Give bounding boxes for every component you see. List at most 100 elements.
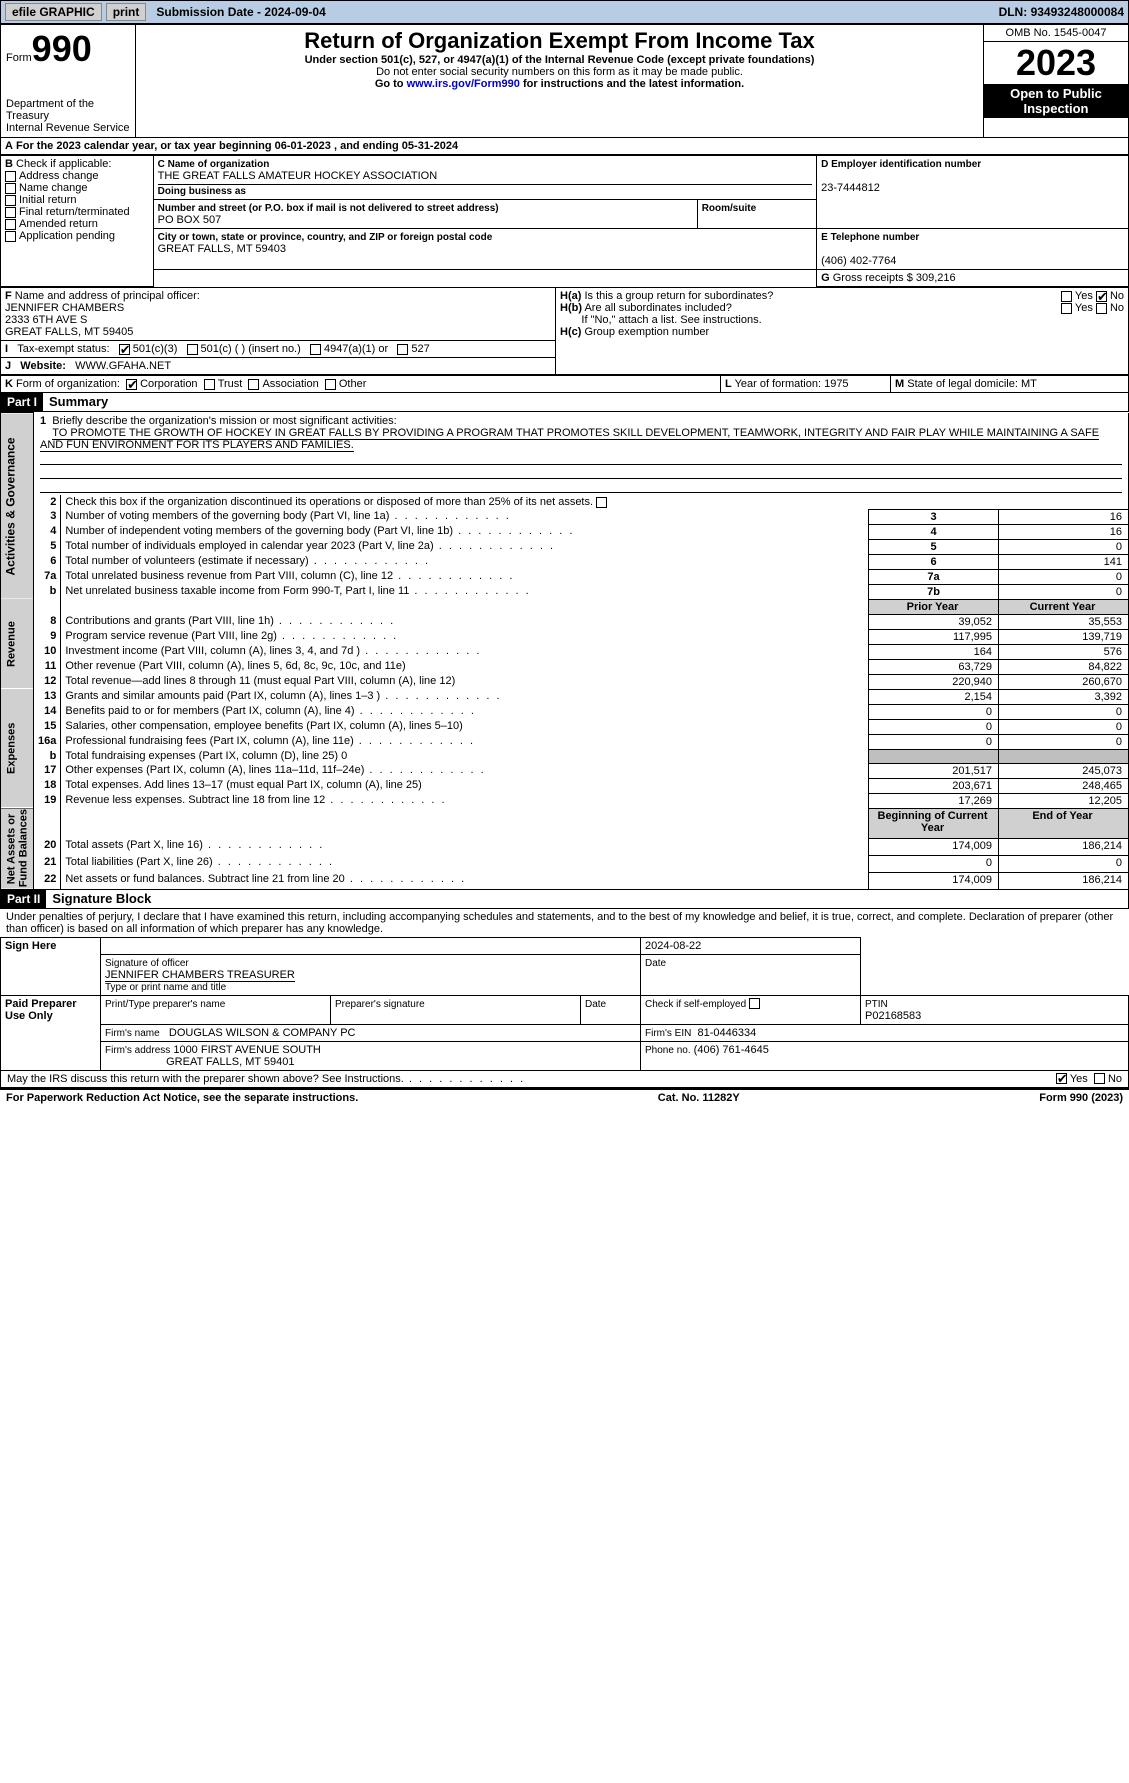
officer-name: JENNIFER CHAMBERS [5, 302, 124, 314]
v5: 0 [999, 539, 1129, 554]
omb: OMB No. 1545-0047 [984, 25, 1128, 42]
pra-notice: For Paperwork Reduction Act Notice, see … [6, 1092, 358, 1104]
cb-name-change[interactable] [5, 183, 16, 194]
officer-section: F Name and address of principal officer:… [0, 287, 1129, 375]
vtab-ag: Activities & Governance [1, 413, 34, 600]
cb-assoc[interactable] [248, 379, 259, 390]
cb-ha-no[interactable] [1096, 291, 1107, 302]
vtab-exp: Expenses [1, 689, 34, 808]
entity-section: B Check if applicable: Address change Na… [0, 155, 1129, 287]
cb-hb-yes[interactable] [1061, 303, 1072, 314]
j-label: Website: [20, 360, 66, 372]
cb-other[interactable] [325, 379, 336, 390]
org-name: THE GREAT FALLS AMATEUR HOCKEY ASSOCIATI… [158, 170, 438, 182]
firm-addr2: GREAT FALLS, MT 59401 [166, 1056, 294, 1068]
room-label: Room/suite [702, 203, 756, 214]
part1-header: Part ISummary [0, 393, 1129, 412]
cb-527[interactable] [397, 344, 408, 355]
print-btn[interactable]: print [106, 3, 147, 21]
irs-link[interactable]: www.irs.gov/Form990 [407, 78, 520, 90]
dba-label: Doing business as [158, 186, 246, 197]
klm-section: K Form of organization: Corporation Trus… [0, 375, 1129, 393]
vtab-rev: Revenue [1, 599, 34, 689]
year-formed: 1975 [824, 378, 848, 390]
dln: DLN: 93493248000084 [999, 5, 1124, 19]
cb-discuss-no[interactable] [1094, 1073, 1105, 1084]
officer-name-title: JENNIFER CHAMBERS TREASURER [105, 969, 295, 982]
domicile: MT [1021, 378, 1037, 390]
type-lbl: Type or print name and title [105, 982, 226, 993]
subtitle-3: Go to www.irs.gov/Form990 for instructio… [141, 78, 978, 90]
c-name-label: Name of organization [168, 159, 270, 170]
hb-note: If "No," attach a list. See instructions… [581, 314, 761, 326]
sig-officer-lbl: Signature of officer [105, 958, 189, 969]
form-number: 990 [32, 28, 92, 69]
summary-table: Activities & Governance 1 Briefly descri… [0, 412, 1129, 890]
date-lbl: Date [645, 958, 666, 969]
street-label: Number and street (or P.O. box if mail i… [158, 203, 499, 214]
cb-501c[interactable] [187, 344, 198, 355]
form-header: Form990 Department of the Treasury Inter… [0, 24, 1129, 138]
part2-header: Part IISignature Block [0, 890, 1129, 909]
v7b: 0 [999, 584, 1129, 599]
e-label: Telephone number [831, 232, 920, 243]
cb-501c3[interactable] [119, 344, 130, 355]
subtitle-2: Do not enter social security numbers on … [141, 66, 978, 78]
cb-hb-no[interactable] [1096, 303, 1107, 314]
street: PO BOX 507 [158, 214, 222, 226]
v4: 16 [999, 524, 1129, 539]
d-label: Employer identification number [831, 159, 981, 170]
topbar: efile GRAPHIC print Submission Date - 20… [0, 0, 1129, 24]
cb-final-return[interactable] [5, 207, 16, 218]
b-label: Check if applicable: [16, 158, 111, 170]
city-label: City or town, state or province, country… [158, 232, 493, 243]
cb-initial-return[interactable] [5, 195, 16, 206]
cb-4947[interactable] [310, 344, 321, 355]
subtitle-1: Under section 501(c), 527, or 4947(a)(1)… [141, 54, 978, 66]
cb-l2[interactable] [596, 497, 607, 508]
cb-app-pending[interactable] [5, 231, 16, 242]
cb-ha-yes[interactable] [1061, 291, 1072, 302]
mission: TO PROMOTE THE GROWTH OF HOCKEY IN GREAT… [40, 427, 1099, 452]
l-label: Year of formation: [735, 378, 824, 390]
cb-corp[interactable] [126, 379, 137, 390]
form-title: Return of Organization Exempt From Incom… [141, 28, 978, 54]
declaration: Under penalties of perjury, I declare th… [0, 909, 1129, 937]
v6: 141 [999, 554, 1129, 569]
ha-label: Is this a group return for subordinates? [584, 290, 773, 302]
submission-label: Submission Date - 2024-09-04 [156, 5, 325, 19]
paid-preparer: Paid Preparer Use Only [1, 995, 101, 1070]
city: GREAT FALLS, MT 59403 [158, 243, 286, 255]
cat-no: Cat. No. 11282Y [658, 1092, 740, 1104]
firm-addr1: 1000 FIRST AVENUE SOUTH [173, 1044, 321, 1056]
cb-self-emp[interactable] [749, 998, 760, 1009]
vtab-na: Net Assets or Fund Balances [1, 808, 34, 889]
cb-amended[interactable] [5, 219, 16, 230]
v7a: 0 [999, 569, 1129, 584]
discuss-line: May the IRS discuss this return with the… [0, 1071, 1129, 1088]
cb-address-change[interactable] [5, 171, 16, 182]
hb-label: Are all subordinates included? [584, 302, 731, 314]
gross-receipts: 309,216 [916, 272, 956, 284]
f-label: Name and address of principal officer: [15, 290, 200, 302]
l1-label: Briefly describe the organization's miss… [52, 415, 396, 427]
form-footer: Form 990 (2023) [1039, 1092, 1123, 1104]
ptin: P02168583 [865, 1010, 921, 1022]
inspection-badge: Open to Public Inspection [984, 84, 1128, 118]
officer-addr2: GREAT FALLS, MT 59405 [5, 326, 133, 338]
i-label: Tax-exempt status: [17, 343, 109, 355]
cb-trust[interactable] [204, 379, 215, 390]
g-label: Gross receipts $ [833, 272, 916, 284]
tax-year: 2023 [984, 42, 1128, 84]
ein: 23-7444812 [821, 182, 880, 194]
sign-here: Sign Here [1, 937, 101, 995]
officer-addr1: 2333 6TH AVE S [5, 314, 87, 326]
sig-date: 2024-08-22 [645, 940, 701, 952]
hc-label: Group exemption number [584, 326, 709, 338]
m-label: State of legal domicile: [907, 378, 1021, 390]
k-label: Form of organization: [16, 378, 120, 390]
cb-discuss-yes[interactable] [1056, 1073, 1067, 1084]
phone: (406) 402-7764 [821, 255, 896, 267]
efile-btn[interactable]: efile GRAPHIC [5, 3, 102, 21]
dept: Department of the Treasury Internal Reve… [6, 98, 130, 134]
